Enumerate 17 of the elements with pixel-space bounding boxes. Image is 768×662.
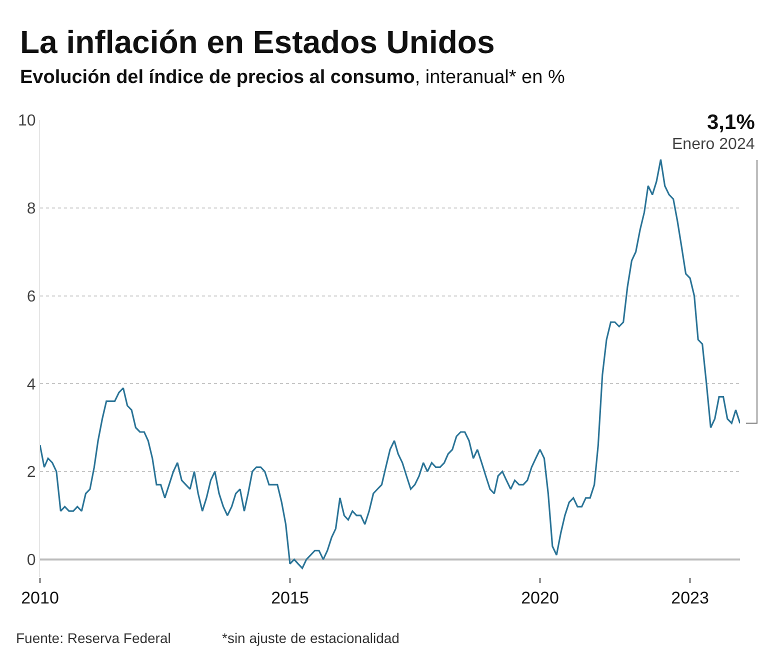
- source-note: Fuente: Reserva Federal: [16, 630, 171, 646]
- y-tick-label: 0: [26, 552, 36, 570]
- y-tick-label: 10: [18, 112, 36, 130]
- y-tick-label: 8: [26, 200, 36, 218]
- chart-title: La inflación en Estados Unidos: [20, 24, 495, 60]
- x-tick-label: 2010: [21, 588, 59, 608]
- annotation: Enero 2024: [672, 136, 755, 153]
- x-tick-label: 2020: [521, 588, 559, 608]
- x-tick-label: 2015: [271, 588, 309, 608]
- text: *sin ajuste de estacionalidad: [222, 630, 400, 646]
- y-tick-label: 2: [26, 464, 36, 482]
- chart-subtitle: Evolución del índice de precios al consumo, interanual* en %: [20, 67, 565, 88]
- y-tick-label: 6: [26, 288, 36, 306]
- line-series: [40, 158, 740, 570]
- annotation: 3,1%: [707, 111, 756, 134]
- x-tick-label: 2023: [671, 588, 709, 608]
- y-tick-label: 4: [26, 376, 36, 394]
